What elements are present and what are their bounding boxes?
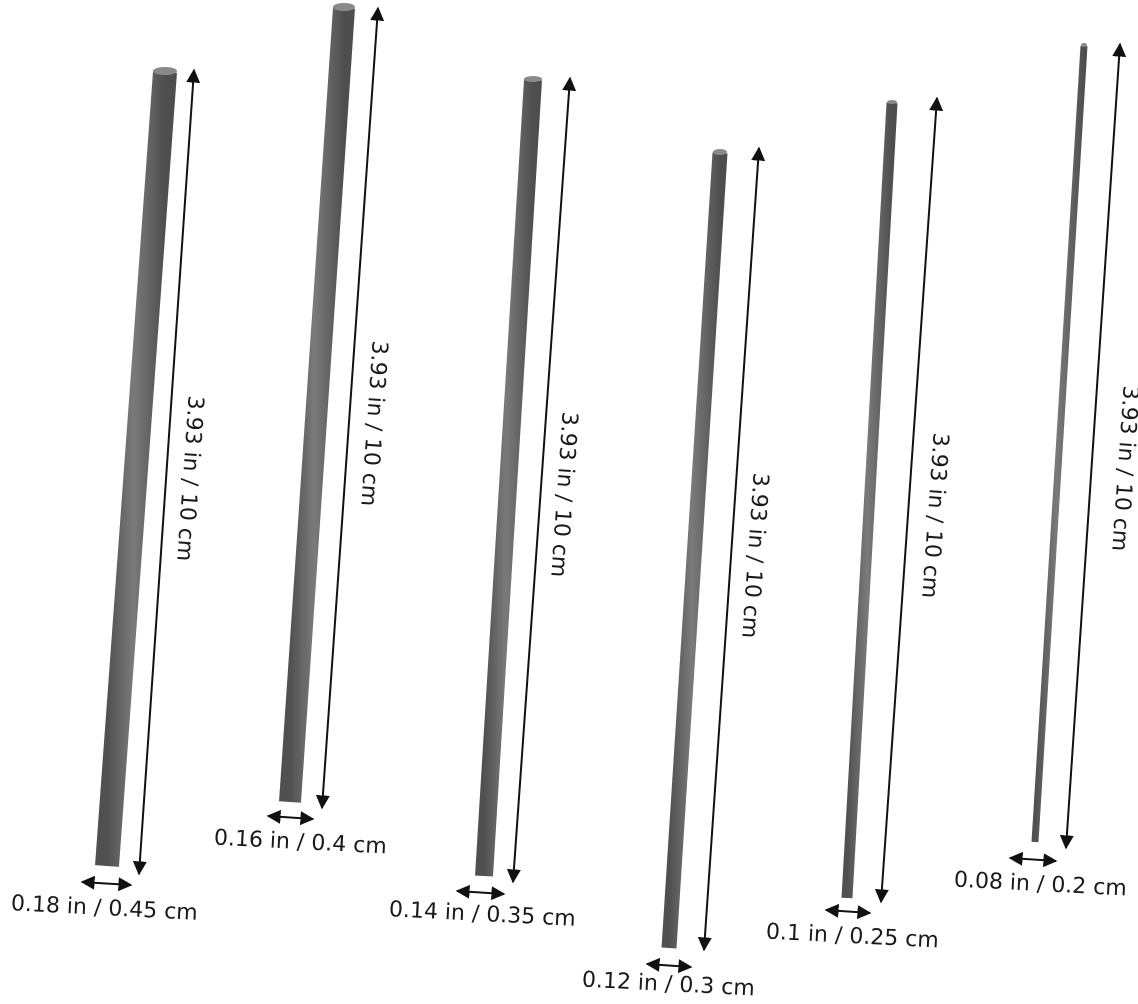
rod-group-5: 3.93 in / 10 cm 0.1 in / 0.25 cm	[765, 96, 953, 954]
length-label-1: 3.93 in / 10 cm	[171, 395, 208, 562]
rod-group-1: 3.93 in / 10 cm 0.18 in / 0.45 cm	[10, 67, 208, 926]
length-label-5: 3.93 in / 10 cm	[916, 432, 953, 599]
length-arrow-3	[506, 76, 577, 884]
rod-group-2: 3.93 in / 10 cm 0.16 in / 0.4 cm	[213, 3, 392, 860]
length-label-6: 3.93 in / 10 cm	[1106, 385, 1138, 552]
diameter-arrow-5	[824, 903, 872, 920]
rod-group-6: 3.93 in / 10 cm 0.08 in / 0.2 cm	[953, 42, 1138, 902]
diameter-label-6: 0.08 in / 0.2 cm	[953, 868, 1127, 902]
diameter-label-4: 0.12 in / 0.3 cm	[581, 968, 755, 1002]
rod-5-top-cap	[887, 100, 897, 104]
rod-2-top-cap	[333, 3, 355, 11]
diameter-arrow-1	[80, 875, 133, 892]
length-arrow-2	[315, 6, 385, 810]
diameter-label-1: 0.18 in / 0.45 cm	[10, 891, 198, 926]
rod-6-top-cap	[1081, 43, 1087, 47]
rod-1-top-cap	[153, 67, 177, 75]
rod-group-4: 3.93 in / 10 cm 0.12 in / 0.3 cm	[581, 146, 773, 1002]
rod-group-3: 3.93 in / 10 cm 0.14 in / 0.35 cm	[388, 76, 582, 932]
rod-3	[475, 79, 542, 877]
rod-4-top-cap	[713, 149, 727, 155]
length-label-2: 3.93 in / 10 cm	[355, 340, 392, 507]
length-label-4: 3.93 in / 10 cm	[736, 472, 773, 639]
length-arrow-6	[1059, 42, 1127, 850]
diameter-label-3: 0.14 in / 0.35 cm	[388, 897, 576, 932]
length-label-3: 3.93 in / 10 cm	[545, 411, 582, 578]
rod-2	[279, 7, 355, 803]
diameter-arrow-2	[266, 809, 315, 826]
length-arrow-5	[874, 96, 944, 904]
diameter-label-5: 0.1 in / 0.25 cm	[765, 920, 939, 954]
rod-5	[841, 102, 898, 899]
rod-1	[95, 71, 177, 867]
length-arrow-4	[697, 146, 766, 952]
rod-3-top-cap	[524, 76, 542, 82]
diameter-arrow-6	[1008, 851, 1058, 868]
diameter-arrow-4	[645, 957, 693, 974]
diameter-label-2: 0.16 in / 0.4 cm	[213, 826, 387, 860]
rod-6	[1031, 45, 1088, 843]
length-arrow-1	[132, 68, 201, 876]
diameter-arrow-3	[455, 884, 506, 901]
